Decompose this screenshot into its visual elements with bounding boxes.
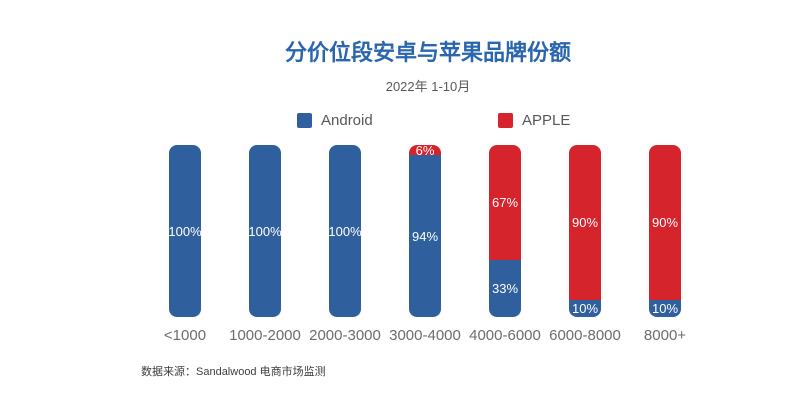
bar-segment-android: 100%: [329, 145, 361, 317]
legend-item-apple: APPLE: [498, 112, 570, 129]
segment-value-label: 90%: [651, 214, 679, 230]
segment-value-label: 100%: [329, 223, 361, 239]
stacked-bar: 100%: [169, 145, 201, 317]
bar-column: 100% 2000-3000: [305, 145, 385, 344]
stacked-bar: 67% 33%: [489, 145, 521, 317]
segment-value-label: 90%: [571, 214, 599, 230]
category-label: 6000-8000: [549, 327, 621, 344]
segment-value-label: 100%: [169, 223, 201, 239]
bar-column: 90% 10% 6000-8000: [545, 145, 625, 344]
segment-value-label: 10%: [571, 300, 599, 316]
category-label: 8000+: [643, 327, 687, 344]
legend-item-android: Android: [297, 112, 373, 129]
legend-label-apple: APPLE: [522, 112, 571, 129]
android-legend-swatch-icon: [297, 113, 312, 128]
category-label: 3000-4000: [389, 327, 461, 344]
category-label: 1000-2000: [229, 327, 301, 344]
apple-legend-swatch-icon: [498, 113, 513, 128]
category-label: 4000-6000: [469, 327, 541, 344]
bar-column: 6% 94% 3000-4000: [385, 145, 465, 344]
chart-title: 分价位段安卓与苹果品牌份额: [284, 40, 571, 65]
segment-value-label: 33%: [491, 281, 519, 297]
bar-segment-apple: 6%: [409, 145, 441, 158]
category-label: 2000-3000: [309, 327, 381, 344]
segment-value-label: 94%: [411, 228, 439, 244]
bar-column: 100% <1000: [145, 145, 225, 344]
bar-chart: 100% <1000 100% 1000-2000 100% 2000-3000 6% 94%…: [145, 145, 705, 344]
bar-segment-android: 10%: [569, 299, 601, 317]
segment-value-label: 67%: [491, 195, 519, 211]
bar-segment-android: 100%: [169, 145, 201, 317]
stacked-bar: 100%: [329, 145, 361, 317]
category-label: <1000: [163, 327, 207, 344]
bar-column: 90% 10% 8000+: [625, 145, 705, 344]
stacked-bar: 90% 10%: [569, 145, 601, 317]
stacked-bar: 90% 10%: [649, 145, 681, 317]
bar-column: 67% 33% 4000-6000: [465, 145, 545, 344]
bar-segment-apple: 90%: [569, 145, 601, 300]
bar-segment-android: 33%: [489, 260, 521, 317]
segment-value-label: 10%: [651, 300, 679, 316]
chart-subtitle: 2022年 1-10月: [385, 79, 471, 94]
bar-segment-android: 94%: [409, 155, 441, 317]
legend-label-android: Android: [321, 112, 373, 129]
bar-segment-android: 100%: [249, 145, 281, 317]
bar-segment-apple: 67%: [489, 145, 521, 261]
segment-value-label: 100%: [249, 223, 281, 239]
stacked-bar: 100%: [249, 145, 281, 317]
bar-column: 100% 1000-2000: [225, 145, 305, 344]
bar-segment-android: 10%: [649, 299, 681, 317]
bar-segment-apple: 90%: [649, 145, 681, 300]
segment-value-label: 6%: [415, 145, 435, 158]
stacked-bar: 6% 94%: [409, 145, 441, 317]
data-source-note: 数据来源：Sandalwood 电商市场监测: [141, 366, 326, 378]
